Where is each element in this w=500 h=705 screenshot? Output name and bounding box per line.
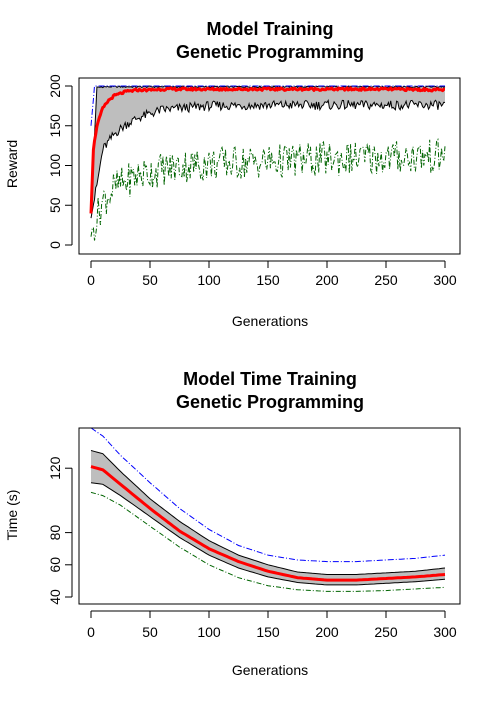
x-tick-label: 0: [87, 272, 95, 288]
std-band-upper-line: [90, 450, 446, 575]
x-axis: 0 50 100 150 200 250 300: [87, 610, 457, 640]
series-group: [90, 428, 446, 592]
x-tick-label: 100: [197, 272, 221, 288]
y-tick-label: 100: [47, 154, 63, 178]
max-series-line: [90, 85, 445, 126]
y-axis-label: Time (s): [4, 490, 20, 541]
y-axis: 0 50 100 150 200: [47, 74, 73, 249]
mean-series-line: [89, 86, 446, 214]
std-band-lower-line: [90, 99, 446, 219]
x-axis-label: Generations: [232, 313, 308, 329]
max-series-line: [90, 428, 446, 563]
plot-frame: [78, 427, 461, 605]
reward-chart: Model Training Genetic Programming 0 50 10…: [4, 19, 461, 329]
x-axis-label: Generations: [232, 662, 308, 678]
plot-area: [89, 85, 446, 241]
chart-title-line2: Genetic Programming: [176, 392, 364, 412]
min-series-line: [90, 491, 446, 592]
x-tick-label: 100: [197, 624, 221, 640]
chart-title-line2: Genetic Programming: [176, 42, 364, 62]
y-tick-label: 60: [47, 557, 63, 573]
y-tick-label: 40: [47, 589, 63, 605]
x-tick-label: 300: [433, 624, 457, 640]
x-tick-label: 200: [315, 272, 339, 288]
y-tick-label: 150: [47, 114, 63, 138]
y-axis: 40 60 80 120: [47, 456, 73, 605]
x-tick-label: 300: [433, 272, 457, 288]
chart-title-line1: Model Training: [206, 19, 333, 39]
x-tick-label: 150: [256, 624, 280, 640]
series-group: [89, 85, 446, 241]
x-tick-label: 50: [142, 624, 158, 640]
y-tick-label: 0: [47, 241, 63, 249]
y-tick-label: 120: [47, 456, 63, 480]
y-axis-label: Reward: [4, 140, 20, 188]
mean-series-line: [90, 465, 446, 582]
std-band-area: [91, 86, 445, 219]
x-axis: 0 50 100 150 200 250 300: [87, 260, 457, 288]
y-tick-label: 80: [47, 525, 63, 541]
x-tick-label: 0: [87, 624, 95, 640]
plot-area: [90, 428, 446, 592]
std-band-lower-line: [90, 482, 446, 586]
plot-frame: [78, 77, 461, 255]
x-tick-label: 250: [374, 624, 398, 640]
x-tick-label: 150: [256, 272, 280, 288]
x-tick-label: 200: [315, 624, 339, 640]
min-series-line: [90, 138, 446, 241]
y-tick-label: 50: [47, 197, 63, 213]
y-tick-label: 200: [47, 74, 63, 98]
x-tick-label: 50: [142, 272, 158, 288]
x-tick-label: 250: [374, 272, 398, 288]
chart-title-line1: Model Time Training: [183, 369, 357, 389]
time-chart: Model Time Training Genetic Programming …: [4, 369, 461, 678]
